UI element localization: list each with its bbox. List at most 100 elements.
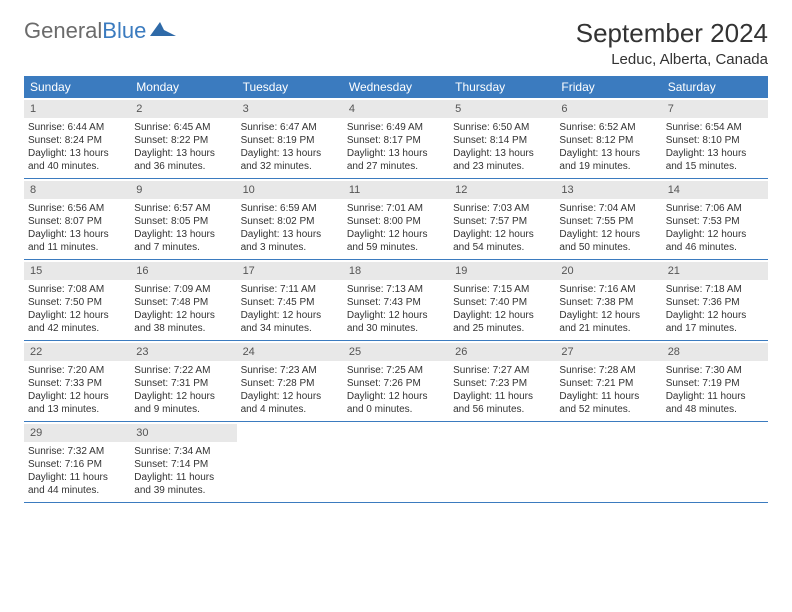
week-row: 15Sunrise: 7:08 AMSunset: 7:50 PMDayligh… [24,260,768,341]
day-number: 14 [662,181,768,199]
day-number: 15 [24,262,130,280]
daylight-line: Daylight: 12 hours and 25 minutes. [453,309,551,335]
sunset-line: Sunset: 7:57 PM [453,215,551,228]
empty-cell [237,422,343,502]
daylight-line: Daylight: 12 hours and 54 minutes. [453,228,551,254]
sunset-line: Sunset: 8:14 PM [453,134,551,147]
logo-icon [150,18,176,44]
sunset-line: Sunset: 7:43 PM [347,296,445,309]
day-5: 5Sunrise: 6:50 AMSunset: 8:14 PMDaylight… [449,98,555,178]
day-26: 26Sunrise: 7:27 AMSunset: 7:23 PMDayligh… [449,341,555,421]
sunset-line: Sunset: 8:10 PM [666,134,764,147]
day-11: 11Sunrise: 7:01 AMSunset: 8:00 PMDayligh… [343,179,449,259]
daylight-line: Daylight: 11 hours and 56 minutes. [453,390,551,416]
sunrise-line: Sunrise: 7:28 AM [559,364,657,377]
calendar: SundayMondayTuesdayWednesdayThursdayFrid… [0,76,792,503]
daylight-line: Daylight: 11 hours and 39 minutes. [134,471,232,497]
sunset-line: Sunset: 8:22 PM [134,134,232,147]
day-number: 17 [237,262,343,280]
sunset-line: Sunset: 7:21 PM [559,377,657,390]
day-27: 27 Sunrise: 7:28 AMSunset: 7:21 PMDayligh… [555,341,661,421]
sunrise-line: Sunrise: 6:52 AM [559,121,657,134]
day-number: 2 [130,100,236,118]
sunset-line: Sunset: 7:16 PM [28,458,126,471]
daylight-line: Daylight: 13 hours and 36 minutes. [134,147,232,173]
weeks-grid: 1Sunrise: 6:44 AMSunset: 8:24 PMDaylight… [24,98,768,503]
sunrise-line: Sunrise: 7:25 AM [347,364,445,377]
logo-text-2: Blue [102,18,146,44]
logo: GeneralBlue [24,18,176,44]
weekday-friday: Friday [555,76,661,98]
daylight-line: Daylight: 12 hours and 9 minutes. [134,390,232,416]
sunset-line: Sunset: 7:33 PM [28,377,126,390]
logo-text-1: General [24,18,102,44]
week-row: 22Sunrise: 7:20 AMSunset: 7:33 PMDayligh… [24,341,768,422]
location: Leduc, Alberta, Canada [576,51,768,68]
sunset-line: Sunset: 7:55 PM [559,215,657,228]
sunrise-line: Sunrise: 7:04 AM [559,202,657,215]
sunrise-line: Sunrise: 7:11 AM [241,283,339,296]
daylight-line: Daylight: 12 hours and 13 minutes. [28,390,126,416]
sunset-line: Sunset: 7:36 PM [666,296,764,309]
sunset-line: Sunset: 7:53 PM [666,215,764,228]
sunrise-line: Sunrise: 6:59 AM [241,202,339,215]
sunset-line: Sunset: 7:19 PM [666,377,764,390]
day-23: 23Sunrise: 7:22 AMSunset: 7:31 PMDayligh… [130,341,236,421]
day-24: 24Sunrise: 7:23 AMSunset: 7:28 PMDayligh… [237,341,343,421]
day-number: 23 [130,343,236,361]
day-12: 12Sunrise: 7:03 AMSunset: 7:57 PMDayligh… [449,179,555,259]
title-block: September 2024 Leduc, Alberta, Canada [576,18,768,68]
sunset-line: Sunset: 8:24 PM [28,134,126,147]
day-number: 26 [449,343,555,361]
sunset-line: Sunset: 8:19 PM [241,134,339,147]
sunrise-line: Sunrise: 6:44 AM [28,121,126,134]
daylight-line: Daylight: 13 hours and 15 minutes. [666,147,764,173]
day-number: 21 [662,262,768,280]
day-number: 29 [24,424,130,442]
daylight-line: Daylight: 12 hours and 38 minutes. [134,309,232,335]
weekday-monday: Monday [130,76,236,98]
daylight-line: Daylight: 11 hours and 52 minutes. [559,390,657,416]
day-20: 20Sunrise: 7:16 AMSunset: 7:38 PMDayligh… [555,260,661,340]
sunrise-line: Sunrise: 6:49 AM [347,121,445,134]
daylight-line: Daylight: 12 hours and 17 minutes. [666,309,764,335]
daylight-line: Daylight: 12 hours and 59 minutes. [347,228,445,254]
day-28: 28Sunrise: 7:30 AMSunset: 7:19 PMDayligh… [662,341,768,421]
day-8: 8Sunrise: 6:56 AMSunset: 8:07 PMDaylight… [24,179,130,259]
sunrise-line: Sunrise: 7:06 AM [666,202,764,215]
daylight-line: Daylight: 12 hours and 4 minutes. [241,390,339,416]
daylight-line: Daylight: 12 hours and 21 minutes. [559,309,657,335]
sunset-line: Sunset: 7:26 PM [347,377,445,390]
day-number: 16 [130,262,236,280]
sunset-line: Sunset: 8:07 PM [28,215,126,228]
sunset-line: Sunset: 7:40 PM [453,296,551,309]
daylight-line: Daylight: 12 hours and 34 minutes. [241,309,339,335]
day-number: 3 [237,100,343,118]
sunrise-line: Sunrise: 7:34 AM [134,445,232,458]
day-number: 4 [343,100,449,118]
daylight-line: Daylight: 13 hours and 40 minutes. [28,147,126,173]
day-number: 24 [237,343,343,361]
sunset-line: Sunset: 7:45 PM [241,296,339,309]
daylight-line: Daylight: 13 hours and 3 minutes. [241,228,339,254]
day-22: 22Sunrise: 7:20 AMSunset: 7:33 PMDayligh… [24,341,130,421]
day-30: 30Sunrise: 7:34 AMSunset: 7:14 PMDayligh… [130,422,236,502]
day-number: 27 [555,343,661,361]
day-number: 9 [130,181,236,199]
sunrise-line: Sunrise: 7:18 AM [666,283,764,296]
daylight-line: Daylight: 12 hours and 0 minutes. [347,390,445,416]
day-4: 4Sunrise: 6:49 AMSunset: 8:17 PMDaylight… [343,98,449,178]
day-number: 10 [237,181,343,199]
sunrise-line: Sunrise: 6:56 AM [28,202,126,215]
sunset-line: Sunset: 7:28 PM [241,377,339,390]
sunset-line: Sunset: 7:14 PM [134,458,232,471]
day-number: 12 [449,181,555,199]
sunrise-line: Sunrise: 7:22 AM [134,364,232,377]
daylight-line: Daylight: 12 hours and 46 minutes. [666,228,764,254]
day-number: 20 [555,262,661,280]
day-19: 19Sunrise: 7:15 AMSunset: 7:40 PMDayligh… [449,260,555,340]
sunrise-line: Sunrise: 7:08 AM [28,283,126,296]
day-6: 6Sunrise: 6:52 AMSunset: 8:12 PMDaylight… [555,98,661,178]
sunrise-line: Sunrise: 6:54 AM [666,121,764,134]
day-9: 9Sunrise: 6:57 AMSunset: 8:05 PMDaylight… [130,179,236,259]
